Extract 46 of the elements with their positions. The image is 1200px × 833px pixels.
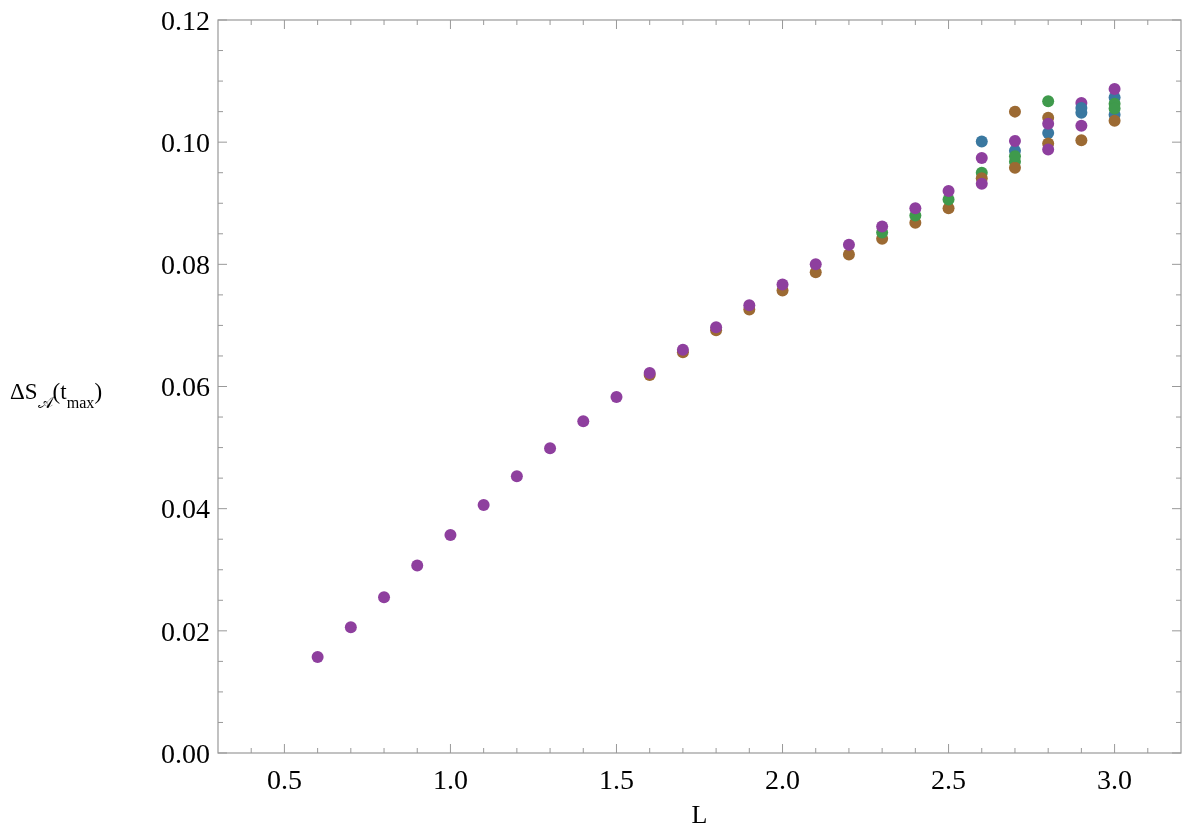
point	[1042, 143, 1055, 156]
y-tick-label: 0.04	[161, 493, 210, 525]
point	[1042, 117, 1055, 130]
point	[1042, 95, 1055, 108]
y-tick-label: 0.10	[161, 126, 210, 158]
point	[510, 470, 523, 483]
y-tick-label: 0.06	[161, 371, 210, 403]
point	[1108, 83, 1121, 96]
x-tick-label: 2.0	[765, 764, 801, 795]
point	[610, 390, 623, 403]
y-axis-title: ΔS$_{𝒜}$(t$_{max}$)	[10, 378, 103, 410]
x-axis-title: L	[691, 800, 708, 829]
point	[743, 299, 756, 312]
point	[909, 202, 922, 215]
point	[776, 278, 789, 291]
x-tick-label: 0.5	[266, 764, 302, 795]
y-tick-label: 0.12	[161, 4, 210, 36]
point	[311, 651, 324, 664]
point	[975, 177, 988, 190]
point	[477, 499, 490, 511]
point	[544, 442, 557, 455]
point	[942, 185, 955, 198]
point	[411, 559, 424, 572]
y-tick-label: 0.08	[161, 249, 210, 281]
point	[809, 258, 822, 271]
point	[876, 220, 889, 233]
point	[1008, 161, 1021, 174]
y-tick-label: 0.02	[161, 615, 210, 647]
point	[444, 528, 457, 541]
x-tick-label: 1.5	[598, 764, 634, 795]
point	[1075, 119, 1088, 132]
point	[577, 415, 590, 428]
point	[1108, 114, 1121, 127]
x-tick-label: 3.0	[1097, 764, 1133, 795]
point	[1008, 134, 1021, 147]
point	[344, 621, 357, 634]
y-tick-label: 0.00	[161, 737, 210, 769]
point	[975, 135, 988, 148]
point	[1075, 134, 1088, 147]
x-tick-label: 1.0	[432, 764, 468, 795]
x-tick-label: 2.5	[931, 764, 967, 795]
point	[1008, 150, 1021, 163]
point	[842, 238, 855, 251]
point	[378, 591, 391, 604]
point	[1008, 105, 1021, 118]
point	[975, 152, 988, 165]
